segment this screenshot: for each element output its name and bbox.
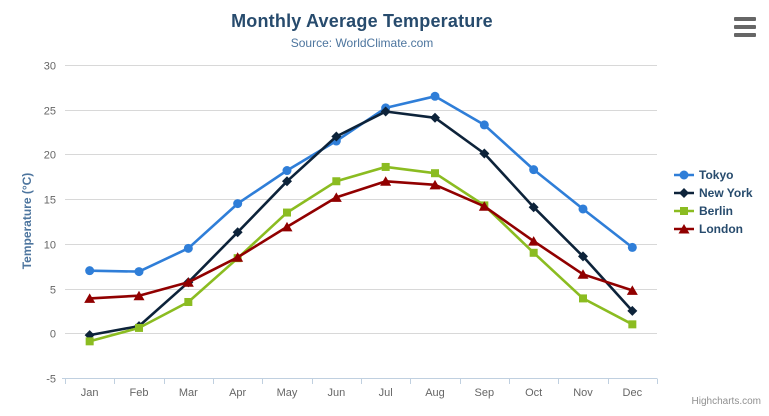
series-tokyo[interactable] — [85, 91, 637, 277]
legend-label: Berlin — [699, 204, 734, 218]
x-tick-label: Nov — [573, 387, 593, 399]
legend-label: New York — [699, 186, 753, 200]
x-tick-label: Apr — [229, 387, 246, 399]
london-series-icon — [674, 224, 694, 234]
y-tick-label: 10 — [44, 240, 56, 252]
y-tick-label: 30 — [44, 61, 56, 73]
y-tick-label: 25 — [44, 106, 56, 118]
legend: Tokyo New York Berlin London — [674, 168, 753, 236]
hamburger-icon — [734, 33, 756, 37]
x-tick-label: Jan — [81, 387, 99, 399]
y-gridlines: -5 0 5 10 15 20 25 30 — [44, 61, 657, 386]
export-menu-button[interactable] — [734, 17, 758, 37]
x-tick-label: Oct — [525, 387, 542, 399]
highcharts-credit[interactable]: Highcharts.com — [691, 396, 761, 407]
new-york-series-icon — [674, 188, 694, 198]
berlin-series-icon — [674, 207, 694, 215]
x-tick-label: Mar — [179, 387, 198, 399]
series-new-york[interactable] — [84, 106, 638, 341]
x-tick-label: Sep — [475, 387, 495, 399]
legend-label: London — [699, 222, 743, 236]
y-tick-label: -5 — [46, 374, 56, 386]
y-tick-label: 15 — [44, 195, 56, 207]
y-axis-title: Temperature (°C) — [20, 172, 34, 270]
legend-item-tokyo[interactable]: Tokyo — [674, 168, 753, 182]
x-tick-label: Jun — [327, 387, 345, 399]
chart-subtitle: Source: WorldClimate.com — [290, 36, 434, 50]
legend-item-berlin[interactable]: Berlin — [674, 204, 753, 218]
y-tick-label: 0 — [50, 329, 56, 341]
chart-title: Monthly Average Temperature — [231, 11, 493, 31]
y-tick-label: 20 — [44, 150, 56, 162]
legend-item-new-york[interactable]: New York — [674, 186, 753, 200]
x-tick-label: Aug — [425, 387, 445, 399]
x-tick-label: May — [277, 387, 298, 399]
x-tick-label: Jul — [379, 387, 393, 399]
x-tick-label: Feb — [130, 387, 149, 399]
hamburger-icon — [734, 25, 756, 29]
hamburger-icon — [734, 17, 756, 21]
legend-label: Tokyo — [699, 168, 734, 182]
legend-item-london[interactable]: London — [674, 222, 753, 236]
y-tick-label: 5 — [50, 285, 56, 297]
series-london[interactable] — [84, 176, 638, 303]
x-tick-label: Dec — [623, 387, 643, 399]
tokyo-series-icon — [674, 170, 694, 180]
x-axis: Jan Feb Mar Apr May Jun Jul Aug Sep Oct Nov Dec — [62, 378, 658, 399]
